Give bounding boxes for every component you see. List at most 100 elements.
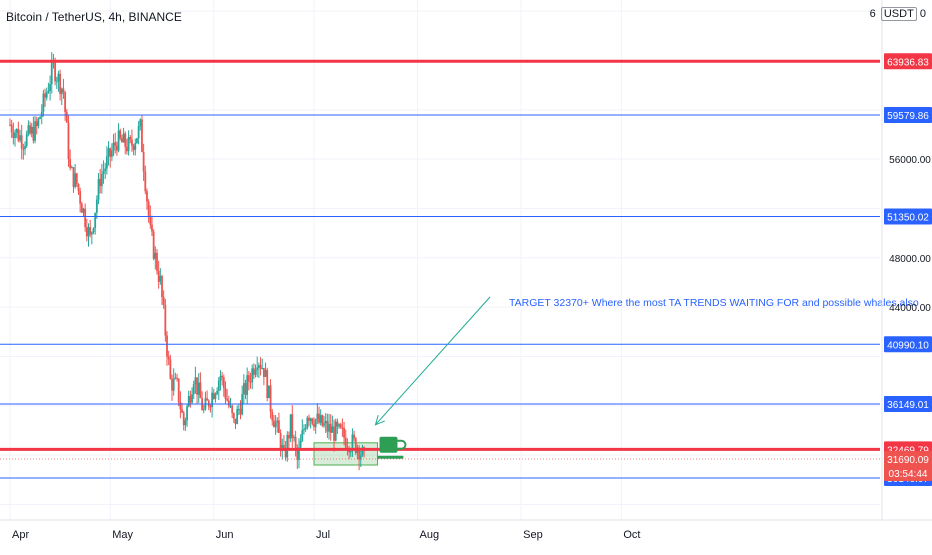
countdown-label: 03:54:44 — [889, 469, 928, 480]
candle-body — [299, 440, 302, 448]
candle-body — [266, 369, 269, 399]
candle-body — [246, 375, 249, 395]
symbol-title: Bitcoin / TetherUS, 4h, BINANCE — [6, 10, 182, 24]
mug-icon — [377, 436, 407, 459]
candle-body — [234, 418, 237, 424]
candle-body — [131, 139, 133, 146]
annotation-arrow-head — [374, 415, 385, 426]
candle-body — [110, 150, 113, 157]
candle-body — [104, 168, 107, 172]
candle-body — [219, 375, 222, 381]
candle-body — [311, 418, 314, 424]
candle-body — [90, 232, 93, 235]
candle-body — [117, 130, 120, 151]
time-tick-label: Jul — [316, 529, 330, 541]
candle-body — [293, 437, 295, 439]
candle-body — [268, 385, 270, 399]
candle-body — [206, 398, 208, 401]
candle-body — [182, 412, 185, 426]
candle-body — [20, 135, 23, 149]
candle-body — [79, 191, 82, 204]
candle-body — [236, 409, 239, 424]
last-price-bg — [884, 450, 932, 481]
candle-body — [122, 133, 125, 143]
candle-body — [147, 201, 150, 216]
candle-body — [176, 377, 178, 379]
candle-body — [298, 447, 300, 460]
axes: 56000.00 48000.00 44000.00 Apr May Jun Jul Aug S… — [0, 0, 932, 541]
candle-body — [142, 151, 145, 172]
price-tick-label: 48000.00 — [889, 254, 931, 265]
candle-body — [341, 427, 344, 429]
currency-unit[interactable]: USDT — [880, 7, 917, 21]
price-tick-label: 44000.00 — [889, 303, 931, 314]
candle-body — [224, 388, 227, 399]
candle-body — [276, 420, 279, 423]
level-label-bg-1 — [884, 107, 932, 123]
candle-body — [349, 451, 352, 453]
candle-body — [25, 133, 28, 147]
candle-body — [232, 413, 235, 419]
candle-body — [324, 420, 327, 424]
level-label-bg-0 — [884, 53, 932, 70]
candle-body — [288, 434, 290, 439]
mug-saucer — [377, 455, 404, 459]
candle-body — [338, 424, 340, 427]
time-tick-label: Sep — [523, 529, 543, 541]
candle-body — [194, 377, 197, 385]
candle-body — [80, 203, 83, 213]
candle-body — [84, 208, 87, 228]
candle-body — [154, 252, 157, 259]
candle-body — [136, 138, 138, 144]
candle-body — [197, 382, 200, 395]
candle-body — [306, 417, 309, 428]
candle-body — [237, 408, 240, 410]
candle-body — [184, 420, 187, 426]
candle-body — [363, 447, 366, 449]
candle-body — [144, 171, 147, 192]
candle-body — [126, 146, 128, 152]
candle-body — [328, 423, 330, 432]
level-label-bg-2 — [884, 208, 932, 225]
candle-body — [271, 411, 274, 421]
candle-body — [199, 382, 202, 399]
candle-body — [100, 173, 103, 187]
candle-body — [318, 413, 320, 423]
price-tick-label: 56000.00 — [889, 155, 931, 166]
candle-body — [289, 414, 292, 439]
candle-body — [50, 62, 53, 85]
candle-body — [344, 437, 347, 448]
candle-body — [24, 146, 26, 150]
time-tick-label: May — [112, 529, 133, 541]
candle-body — [34, 121, 36, 141]
time-tick-label: Jun — [216, 529, 234, 541]
candle-body — [85, 227, 88, 237]
candle-body — [351, 434, 354, 452]
candle-body — [294, 437, 297, 448]
currency-indicator[interactable]: 6 USDT 0 — [870, 7, 926, 21]
candle-body — [333, 426, 335, 441]
candle-body — [72, 167, 75, 187]
candle-body — [32, 126, 35, 141]
candle-body — [172, 378, 175, 391]
candle-body — [45, 92, 48, 98]
candle-body — [354, 438, 357, 454]
candle-body — [152, 231, 155, 259]
candle-body — [274, 422, 277, 428]
candle-body — [226, 398, 229, 401]
candle-body — [47, 90, 50, 93]
candle-body — [137, 126, 140, 139]
candle-body — [179, 402, 182, 410]
candle-body — [124, 133, 127, 147]
candle-body — [102, 171, 105, 174]
candle-body — [214, 393, 217, 399]
candle-body — [257, 365, 260, 368]
candle-body — [10, 124, 13, 133]
candle-body — [19, 135, 21, 141]
candle-body — [74, 173, 77, 187]
candle-body — [15, 129, 18, 133]
candle-body — [107, 148, 110, 157]
last-price-label: 31690.09 — [887, 455, 929, 466]
